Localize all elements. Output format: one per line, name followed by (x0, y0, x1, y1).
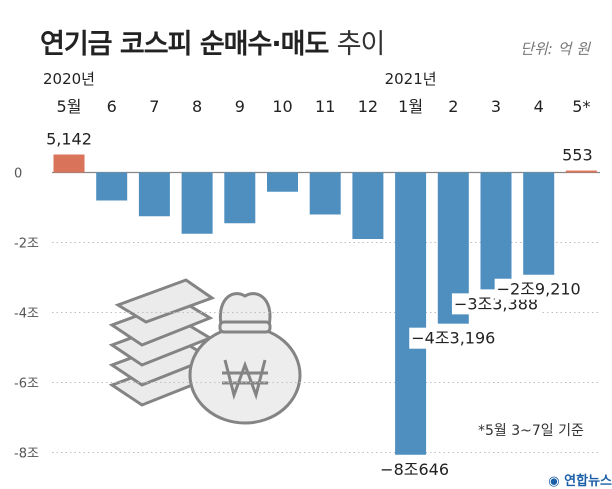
x-tick-label: 11 (315, 97, 335, 116)
value-label: 553 (562, 146, 593, 165)
y-tick-label: -4조 (14, 307, 39, 322)
value-label-bg (409, 327, 498, 349)
y-tick-label: -6조 (14, 377, 39, 392)
year-label: 2021년 (385, 70, 437, 88)
x-tick-label: 8 (192, 97, 202, 116)
money-bag-illustration (108, 278, 302, 425)
value-label-bg (44, 128, 94, 150)
x-tick-label: 10 (272, 97, 292, 116)
footnote: *5월 3~7일 기준 (478, 423, 584, 439)
title-bold: 연기금 코스피 순매수·매도 (40, 29, 329, 60)
x-tick-label: 2 (448, 97, 458, 116)
bar (267, 172, 298, 192)
bar (53, 154, 85, 173)
bar (523, 172, 555, 275)
x-tick-label: 3 (491, 97, 501, 116)
bar (309, 172, 341, 215)
y-tick-label: -8조 (14, 447, 39, 462)
bar (352, 172, 384, 239)
y-tick-label: -2조 (14, 237, 39, 252)
source-logo: ◉ 연합뉴스 (548, 470, 612, 489)
x-tick-label: 7 (149, 97, 159, 116)
x-tick-label: 4 (534, 97, 544, 116)
bar (565, 170, 597, 173)
bar (224, 172, 256, 224)
bar (138, 172, 170, 217)
unit-label: 단위: 억 원 (520, 40, 590, 58)
y-tick-label: 0 (14, 167, 22, 182)
x-tick-label: 9 (235, 97, 245, 116)
value-label: −4조3,196 (411, 329, 495, 348)
x-tick-label: 1월 (398, 97, 423, 116)
logo-icon: ◉ (548, 474, 560, 489)
labels: 0 -2조 -4조 -6조 -8조 2020년 2021년 5월 6 7 8 9 10 11 12 1월 2 3 4… (14, 70, 595, 480)
x-tick-label: 6 (107, 97, 117, 116)
bar (395, 172, 427, 455)
value-label: −8조646 (380, 460, 449, 479)
value-label-bg (378, 458, 452, 480)
bar (181, 172, 213, 234)
chart-title: 연기금 코스피 순매수·매도 추이 (40, 22, 386, 61)
year-label: 2020년 (43, 70, 95, 88)
value-label-bg (560, 144, 595, 166)
x-tick-label: 12 (358, 97, 378, 116)
x-tick-label: 5월 (57, 97, 82, 116)
value-label-bg (494, 278, 583, 300)
bar (480, 172, 512, 290)
bars (53, 154, 597, 455)
title-light: 추이 (336, 29, 386, 60)
bar (96, 172, 128, 201)
x-tick-label: 5* (572, 97, 590, 116)
money-bag-icon (188, 292, 302, 425)
value-label: −2조9,210 (497, 280, 581, 299)
value-label: 5,142 (46, 130, 92, 149)
logo-text: 연합뉴스 (564, 474, 612, 489)
